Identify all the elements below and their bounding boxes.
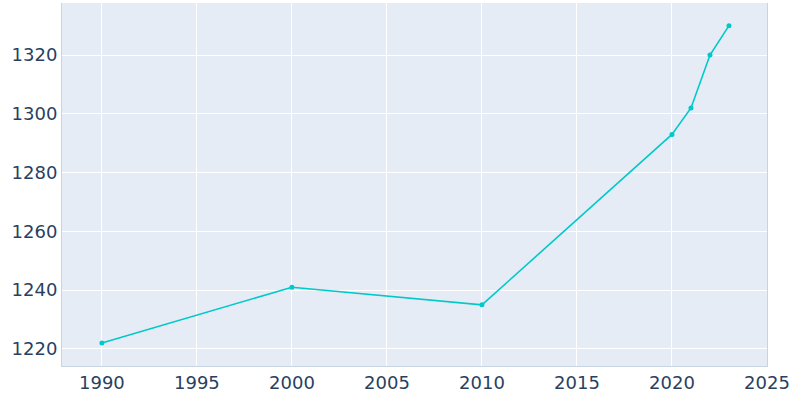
svg-text:1300: 1300 [12,103,58,124]
svg-text:1320: 1320 [12,44,58,65]
svg-text:2000: 2000 [269,372,315,393]
svg-text:2015: 2015 [554,372,600,393]
svg-text:1260: 1260 [12,221,58,242]
svg-text:1990: 1990 [79,372,125,393]
svg-text:1995: 1995 [174,372,220,393]
svg-text:1220: 1220 [12,338,58,359]
svg-text:2010: 2010 [459,372,505,393]
svg-text:2025: 2025 [744,372,790,393]
svg-text:2020: 2020 [649,372,695,393]
svg-text:1280: 1280 [12,162,58,183]
svg-text:2005: 2005 [364,372,410,393]
svg-text:1240: 1240 [12,279,58,300]
